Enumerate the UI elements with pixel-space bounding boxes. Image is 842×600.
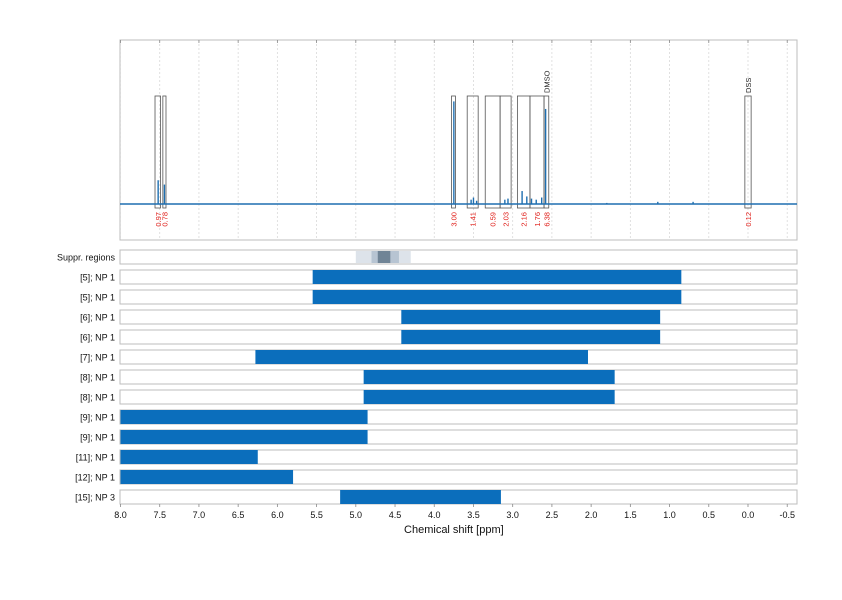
range-bar-label: [11]; NP 1 xyxy=(76,453,115,463)
integration-region xyxy=(451,95,456,209)
range-bar-label: [12]; NP 1 xyxy=(75,473,115,483)
x-tick-label: 2.0 xyxy=(585,510,598,520)
x-tick-label: 3.5 xyxy=(467,510,480,520)
integration-value: 1.41 xyxy=(469,212,478,227)
suppr-track xyxy=(119,249,798,265)
x-tick-label: 1.5 xyxy=(624,510,637,520)
range-bar xyxy=(120,470,294,484)
integration-region xyxy=(154,95,161,209)
x-tick-label: 1.0 xyxy=(663,510,676,520)
integration-value: 1.76 xyxy=(533,212,542,227)
x-tick-label: 7.5 xyxy=(153,510,166,520)
x-axis-label: Chemical shift [ppm] xyxy=(404,524,504,536)
range-bar xyxy=(312,270,682,284)
integration-region xyxy=(162,95,167,209)
x-tick-label: 0.0 xyxy=(742,510,755,520)
x-tick-label: 4.5 xyxy=(389,510,402,520)
integration-region xyxy=(499,95,512,209)
range-bar xyxy=(255,350,588,364)
range-bar-label: [5]; NP 1 xyxy=(80,293,115,303)
range-bar xyxy=(401,330,661,344)
x-tick-label: 6.5 xyxy=(232,510,245,520)
x-tick-label: 7.0 xyxy=(193,510,206,520)
range-bar xyxy=(120,450,258,464)
range-bar xyxy=(340,490,501,504)
range-bar-label: [9]; NP 1 xyxy=(80,433,115,443)
x-tick-label: -0.5 xyxy=(779,510,795,520)
integration-value: 0.97 xyxy=(154,212,163,227)
range-bar-label: [8]; NP 1 xyxy=(80,373,115,383)
integration-region xyxy=(543,95,550,209)
range-bar-label: [5]; NP 1 xyxy=(80,273,115,283)
range-bar-label: [6]; NP 1 xyxy=(80,333,115,343)
suppr-band xyxy=(377,251,391,263)
grid-lines xyxy=(120,40,788,240)
range-bar xyxy=(312,290,682,304)
spectrum-panel xyxy=(119,39,798,241)
solvent-label: DSS xyxy=(744,78,753,93)
integration-value: 3.00 xyxy=(449,212,458,227)
integration-value: 2.16 xyxy=(520,212,529,227)
integration-value: 2.03 xyxy=(502,212,511,227)
integration-value: 0.59 xyxy=(489,212,498,227)
integration-value: 0.12 xyxy=(744,212,753,227)
x-tick-label: 4.0 xyxy=(428,510,441,520)
range-track xyxy=(119,449,798,465)
integration-region xyxy=(466,95,479,209)
range-bar xyxy=(401,310,661,324)
x-tick-label: 5.0 xyxy=(350,510,363,520)
solvent-label: DMSO xyxy=(542,70,551,93)
range-bar-label: [7]; NP 1 xyxy=(80,353,115,363)
integration-region xyxy=(744,95,752,209)
x-tick-label: 5.5 xyxy=(310,510,323,520)
range-bar xyxy=(120,410,368,424)
x-tick-label: 2.5 xyxy=(546,510,559,520)
x-tick-label: 3.0 xyxy=(506,510,519,520)
integration-value: 6.38 xyxy=(542,212,551,227)
x-tick-label: 6.0 xyxy=(271,510,284,520)
range-bar xyxy=(120,430,368,444)
range-bar xyxy=(363,390,615,404)
integration-value: 0.78 xyxy=(160,212,169,227)
suppr-label: Suppr. regions xyxy=(57,253,116,263)
range-bar-label: [8]; NP 1 xyxy=(80,393,115,403)
range-bar xyxy=(363,370,615,384)
x-tick-label: 8.0 xyxy=(114,510,127,520)
range-bar-label: [6]; NP 1 xyxy=(80,313,115,323)
x-tick-label: 0.5 xyxy=(703,510,716,520)
range-bar-label: [9]; NP 1 xyxy=(80,413,115,423)
range-bar-label: [15]; NP 3 xyxy=(75,493,115,503)
